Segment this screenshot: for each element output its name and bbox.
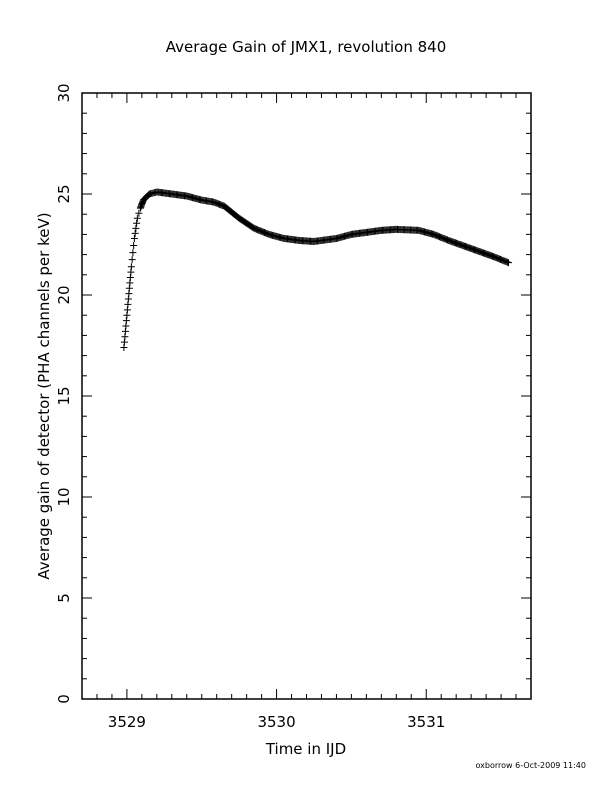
data-point	[133, 219, 141, 227]
y-tick-label: 0	[55, 694, 73, 704]
x-tick-label: 3529	[108, 713, 146, 731]
y-tick-label: 20	[55, 285, 73, 304]
x-axis-label: Time in IJD	[265, 740, 346, 758]
data-point	[127, 263, 135, 271]
y-tick-label: 15	[55, 386, 73, 405]
data-point	[135, 209, 143, 217]
data-points	[120, 188, 513, 352]
data-point	[130, 242, 138, 250]
data-point	[133, 214, 141, 222]
x-tick-label: 3531	[407, 713, 445, 731]
data-point	[130, 234, 138, 242]
footer-credit: oxborrow 6-Oct-2009 11:40	[476, 761, 586, 770]
data-point	[128, 256, 136, 264]
y-tick-label: 5	[55, 593, 73, 603]
data-point	[129, 249, 137, 257]
data-point	[505, 259, 513, 267]
tick-labels: 0 5 10 15 20 25 30 3529 3530 3531	[55, 83, 445, 731]
y-tick-label: 10	[55, 487, 73, 506]
y-tick-label: 30	[55, 83, 73, 102]
data-point	[131, 229, 139, 237]
axis-ticks	[81, 92, 532, 700]
x-tick-label: 3530	[257, 713, 295, 731]
y-tick-label: 25	[55, 184, 73, 203]
plot-frame	[81, 92, 532, 700]
data-point	[132, 224, 140, 232]
chart-title: Average Gain of JMX1, revolution 840	[166, 38, 447, 56]
y-axis-label: Average gain of detector (PHA channels p…	[35, 212, 53, 579]
